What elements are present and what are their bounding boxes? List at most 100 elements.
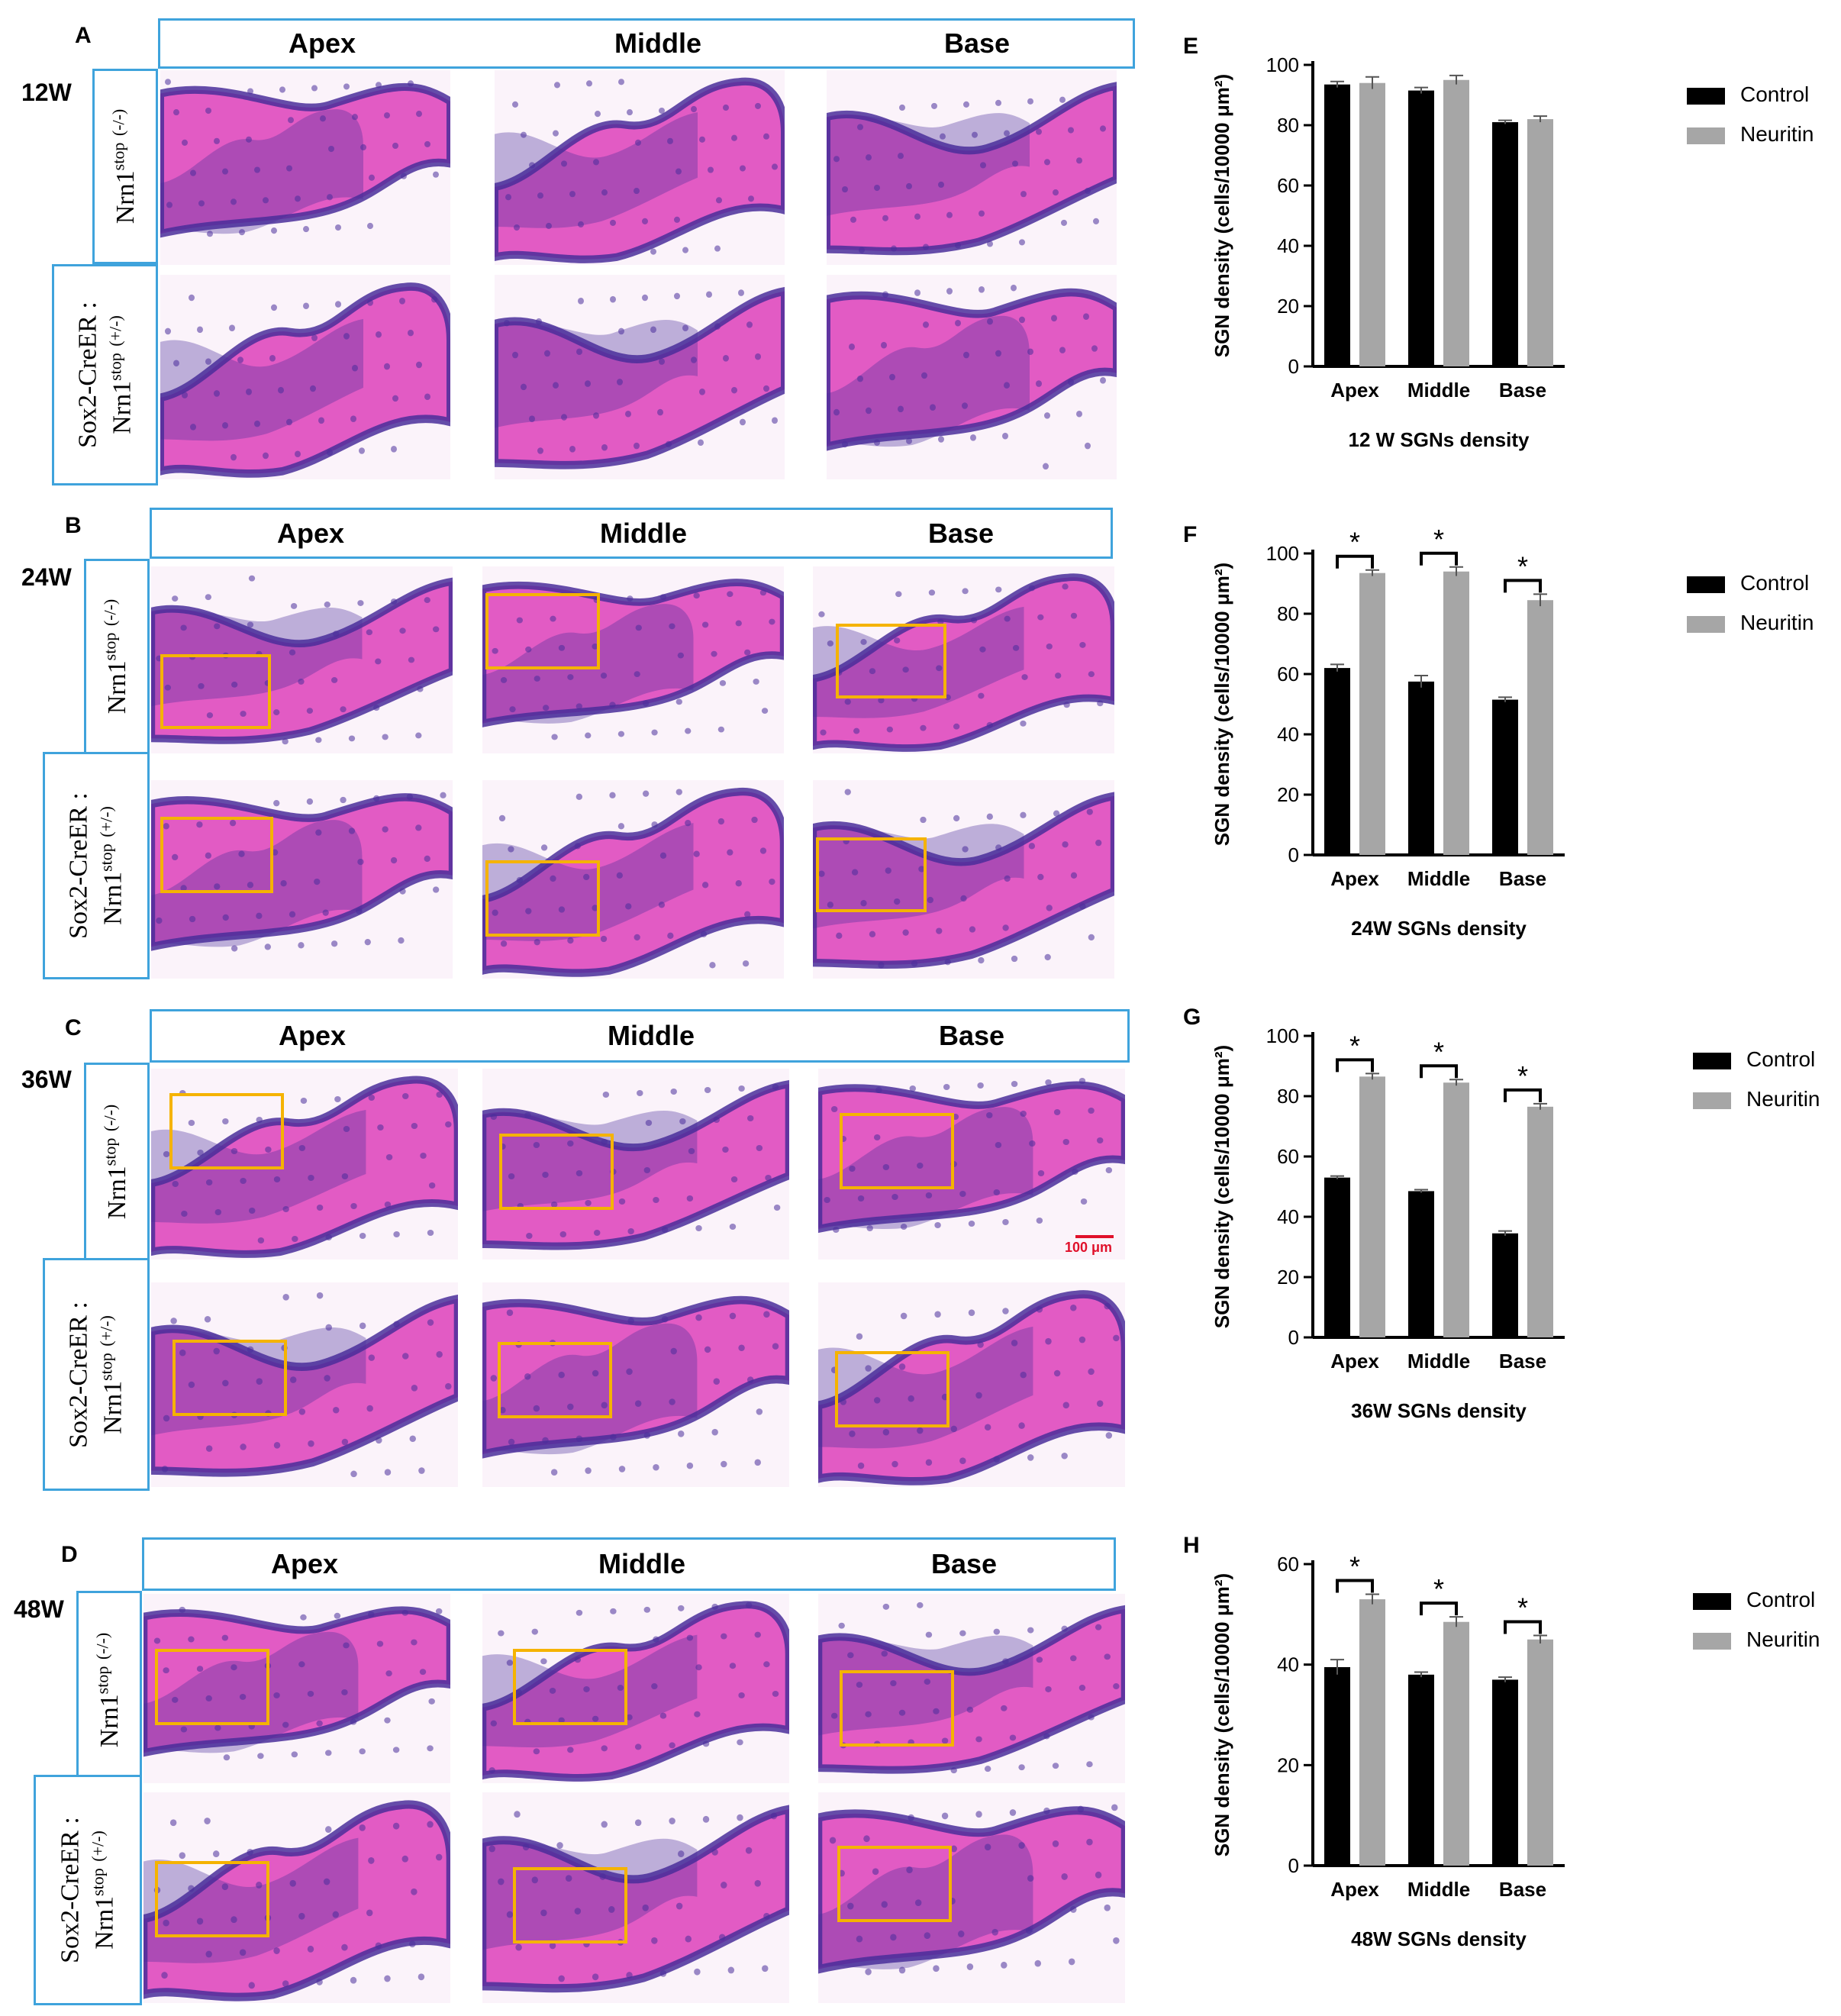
significance-star: * (1349, 527, 1360, 558)
chart-e: E 0 20 40 60 80 100 SGN density (cells/10000 μm… (1183, 31, 1588, 458)
significance-star: * (1433, 1036, 1444, 1067)
chart-panel-letter: E (1183, 34, 1198, 59)
histology-image (160, 70, 450, 265)
row-label-d-neuritin: Sox2-CreER : Nrn1stop (+/-) (34, 1775, 142, 2005)
x-tick-label: Middle (1407, 867, 1470, 890)
y-tick-label: 0 (1288, 843, 1299, 866)
bar-neuritin-middle (1443, 1082, 1469, 1337)
bar-control-base (1492, 122, 1518, 367)
chart-panel-letter: G (1183, 1005, 1201, 1030)
bar-control-base (1492, 1233, 1518, 1337)
region-of-interest-box (155, 1861, 269, 1937)
histology-image (813, 780, 1114, 979)
histology-image (818, 1069, 1125, 1260)
x-tick-label: Base (1499, 1350, 1546, 1372)
column-header-apex: Apex (278, 1020, 347, 1051)
legend-label-neuritin: Neuritin (1746, 1087, 1820, 1111)
y-tick-label: 40 (1277, 1653, 1299, 1676)
week-label-12w: 12W (21, 79, 72, 106)
histology-image (818, 1282, 1125, 1487)
bar-control-middle (1408, 1674, 1434, 1866)
histology-image (151, 1282, 458, 1487)
significance-star: * (1349, 1030, 1360, 1061)
significance-bracket (1504, 579, 1542, 593)
legend-f: Control Neuritin (1687, 571, 1832, 634)
y-tick-label: 0 (1288, 1326, 1299, 1349)
legend-label-neuritin: Neuritin (1746, 1627, 1820, 1651)
y-tick-label: 20 (1277, 1753, 1299, 1776)
legend-swatch-neuritin (1693, 1092, 1731, 1109)
region-of-interest-box (485, 860, 600, 937)
significance-bracket (1420, 1602, 1458, 1616)
bar-neuritin-apex (1359, 82, 1385, 366)
column-header-middle: Middle (608, 1020, 695, 1051)
region-of-interest-box (499, 1134, 614, 1210)
legend-label-neuritin: Neuritin (1740, 611, 1814, 634)
region-of-interest-box (513, 1649, 627, 1725)
histology-image (151, 780, 453, 979)
chart-f-svg: F 0 20 40 60 80 100 SGN density (cells/10000 μm… (1183, 522, 1565, 940)
chart-h: H 0 20 40 60 SGN density (cells/10000 μm²) Ape… (1183, 1530, 1588, 1957)
column-header-b: Apex Middle Base (150, 508, 1113, 559)
histology-image (495, 275, 785, 479)
column-header-a: Apex Middle Base (158, 18, 1135, 69)
bar-neuritin-middle (1443, 571, 1469, 855)
significance-bracket (1336, 554, 1374, 569)
y-axis-label: SGN density (cells/10000 μm²) (1211, 1045, 1233, 1328)
legend-e: Control Neuritin (1687, 82, 1832, 146)
y-tick-label: 60 (1277, 663, 1299, 685)
y-tick-label: 100 (1266, 1024, 1299, 1047)
chart-panel-letter: F (1183, 522, 1197, 547)
y-axis-label: SGN density (cells/10000 μm²) (1211, 74, 1233, 357)
significance-star: * (1517, 1592, 1528, 1623)
row-label-c-neuritin: Sox2-CreER : Nrn1stop (+/-) (43, 1258, 150, 1491)
chart-g: G 0 20 40 60 80 100 SGN density (cells/10000 μm… (1183, 1002, 1588, 1429)
chart-e-svg: E 0 20 40 60 80 100 SGN density (cells/10000 μm… (1183, 34, 1565, 451)
region-of-interest-box (837, 1846, 952, 1922)
bar-neuritin-middle (1443, 79, 1469, 366)
column-header-middle: Middle (600, 517, 687, 549)
bar-neuritin-middle (1443, 1621, 1469, 1866)
x-tick-label: Apex (1330, 1350, 1379, 1372)
column-header-apex: Apex (270, 1548, 339, 1579)
bar-neuritin-apex (1359, 1076, 1385, 1337)
y-tick-label: 100 (1266, 53, 1299, 76)
region-of-interest-box (840, 1113, 954, 1189)
histology-image (482, 1069, 789, 1260)
significance-bracket (1420, 551, 1458, 566)
legend-swatch-neuritin (1693, 1632, 1731, 1650)
week-label-36w: 36W (21, 1066, 72, 1093)
bar-control-base (1492, 699, 1518, 855)
column-header-base: Base (930, 1548, 998, 1579)
region-of-interest-box (840, 1670, 954, 1747)
chart-title: 12 W SGNs density (1349, 428, 1530, 451)
panel-letter-d: D (61, 1542, 78, 1567)
histology-image (482, 1282, 789, 1487)
significance-bracket (1420, 1064, 1458, 1079)
region-of-interest-box (513, 1867, 627, 1943)
y-tick-label: 40 (1277, 1205, 1299, 1228)
scale-bar: 100 μm (1065, 1235, 1114, 1256)
y-tick-label: 40 (1277, 723, 1299, 746)
bar-control-base (1492, 1679, 1518, 1866)
bar-control-middle (1408, 1191, 1434, 1337)
x-tick-label: Base (1499, 1878, 1546, 1901)
significance-star: * (1517, 1060, 1528, 1092)
x-tick-label: Apex (1330, 867, 1379, 890)
bar-neuritin-apex (1359, 573, 1385, 855)
legend-label-control: Control (1740, 571, 1810, 595)
legend-swatch-control (1693, 1052, 1731, 1069)
region-of-interest-box (485, 593, 600, 669)
legend-h: Control Neuritin (1693, 1588, 1838, 1651)
chart-g-svg: G 0 20 40 60 80 100 SGN density (cells/10000 μm… (1183, 1005, 1565, 1422)
chart-f: F 0 20 40 60 80 100 SGN density (cells/10000 μm… (1183, 519, 1588, 947)
column-header-middle: Middle (598, 1548, 685, 1579)
row-label-b-control: Nrn1stop (-/-) (84, 559, 150, 754)
bar-neuritin-base (1527, 119, 1553, 366)
significance-star: * (1433, 1573, 1444, 1605)
legend-swatch-control (1687, 576, 1725, 593)
y-tick-label: 80 (1277, 1085, 1299, 1108)
histology-image (143, 1792, 450, 2003)
row-label-a-control: Nrn1stop (-/-) (92, 69, 158, 264)
region-of-interest-box (155, 1649, 269, 1725)
